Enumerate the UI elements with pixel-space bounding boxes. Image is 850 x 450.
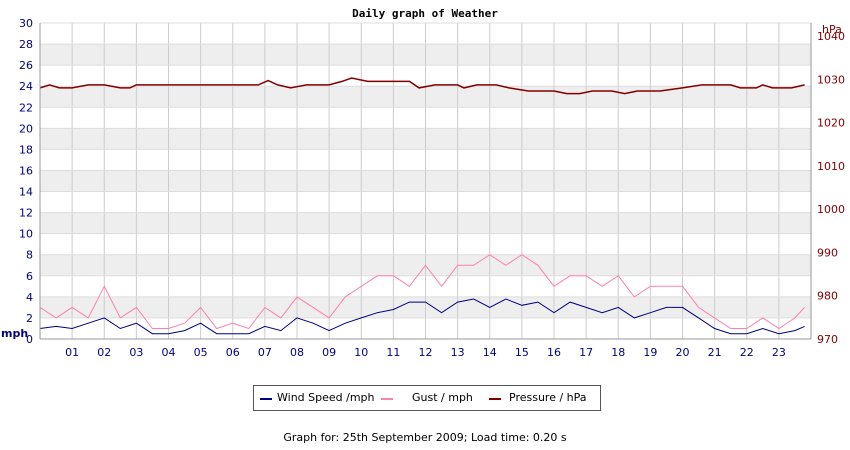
left-tick-label: 28 xyxy=(19,38,33,51)
right-tick-label: 1020 xyxy=(817,117,845,130)
x-tick-label: 21 xyxy=(708,346,722,359)
left-tick-label: 22 xyxy=(19,101,33,114)
legend-swatch-wind xyxy=(260,398,272,400)
legend-label-pressure: Pressure / hPa xyxy=(509,391,587,404)
left-tick-label: 2 xyxy=(26,312,33,325)
series-line-gust xyxy=(39,254,805,330)
x-tick-label: 11 xyxy=(386,346,400,359)
legend-label-wind: Wind Speed /mph xyxy=(277,391,375,404)
x-tick-label: 22 xyxy=(740,346,754,359)
x-tick-label: 09 xyxy=(322,346,336,359)
right-tick-label: 1010 xyxy=(817,160,845,173)
x-tick-label: 10 xyxy=(354,346,368,359)
x-tick-label: 13 xyxy=(451,346,465,359)
x-tick-label: 01 xyxy=(65,346,79,359)
x-tick-label: 23 xyxy=(772,346,786,359)
x-tick-label: 18 xyxy=(611,346,625,359)
right-tick-label: 990 xyxy=(817,246,838,259)
left-tick-label: 4 xyxy=(26,291,33,304)
series-layer xyxy=(39,77,805,335)
left-tick-label: 12 xyxy=(19,207,33,220)
left-tick-label: 14 xyxy=(19,186,33,199)
x-tick-label: 05 xyxy=(194,346,208,359)
right-axis-tick-labels: 970 980 990 1000 1010 1020 1030 1040 xyxy=(817,30,845,346)
series-line-pressure xyxy=(39,77,805,95)
x-tick-label: 17 xyxy=(579,346,593,359)
right-tick-label: 980 xyxy=(817,290,838,303)
x-tick-label: 06 xyxy=(226,346,240,359)
left-tick-label: 16 xyxy=(19,164,33,177)
legend-label-gust: Gust / mph xyxy=(412,391,473,404)
left-axis-unit: mph xyxy=(1,327,28,340)
x-tick-label: 12 xyxy=(419,346,433,359)
left-tick-label: 0 xyxy=(26,333,33,346)
x-tick-label: 14 xyxy=(483,346,497,359)
left-tick-label: 6 xyxy=(26,270,33,283)
x-axis-tick-labels: 01 02 03 04 05 06 07 08 09 10 11 12 13 14 15 16 17 18 19 20… xyxy=(65,346,786,359)
x-tick-label: 03 xyxy=(129,346,143,359)
footer-text: Graph for: 25th September 2009; Load tim… xyxy=(283,431,567,444)
left-tick-label: 30 xyxy=(19,17,33,30)
left-tick-label: 26 xyxy=(19,59,33,72)
right-tick-label: 1030 xyxy=(817,73,845,86)
left-tick-label: 24 xyxy=(19,80,33,93)
x-tick-label: 07 xyxy=(258,346,272,359)
x-tick-label: 15 xyxy=(515,346,529,359)
x-tick-label: 19 xyxy=(643,346,657,359)
x-tick-label: 08 xyxy=(290,346,304,359)
series-line-wind-speed xyxy=(39,298,805,335)
legend-swatch-gust xyxy=(381,398,393,400)
legend-swatch-pressure xyxy=(489,398,501,400)
x-tick-label: 20 xyxy=(676,346,690,359)
right-tick-label: 1040 xyxy=(817,30,845,43)
right-tick-label: 1000 xyxy=(817,203,845,216)
x-tick-label: 04 xyxy=(162,346,176,359)
right-tick-label: 970 xyxy=(817,333,838,346)
legend: Wind Speed /mph Gust / mph Pressure / hP… xyxy=(253,385,601,411)
weather-chart: Daily graph of Weather 02468101214161820… xyxy=(1,7,845,359)
x-tick-label: 16 xyxy=(547,346,561,359)
right-axis-unit: hPa xyxy=(822,23,842,36)
chart-title: Daily graph of Weather xyxy=(352,7,498,20)
horizontal-gridlines xyxy=(40,22,811,340)
left-tick-label: 10 xyxy=(19,228,33,241)
left-tick-label: 8 xyxy=(26,249,33,262)
left-tick-label: 20 xyxy=(19,122,33,135)
x-tick-label: 02 xyxy=(97,346,111,359)
left-tick-label: 18 xyxy=(19,143,33,156)
